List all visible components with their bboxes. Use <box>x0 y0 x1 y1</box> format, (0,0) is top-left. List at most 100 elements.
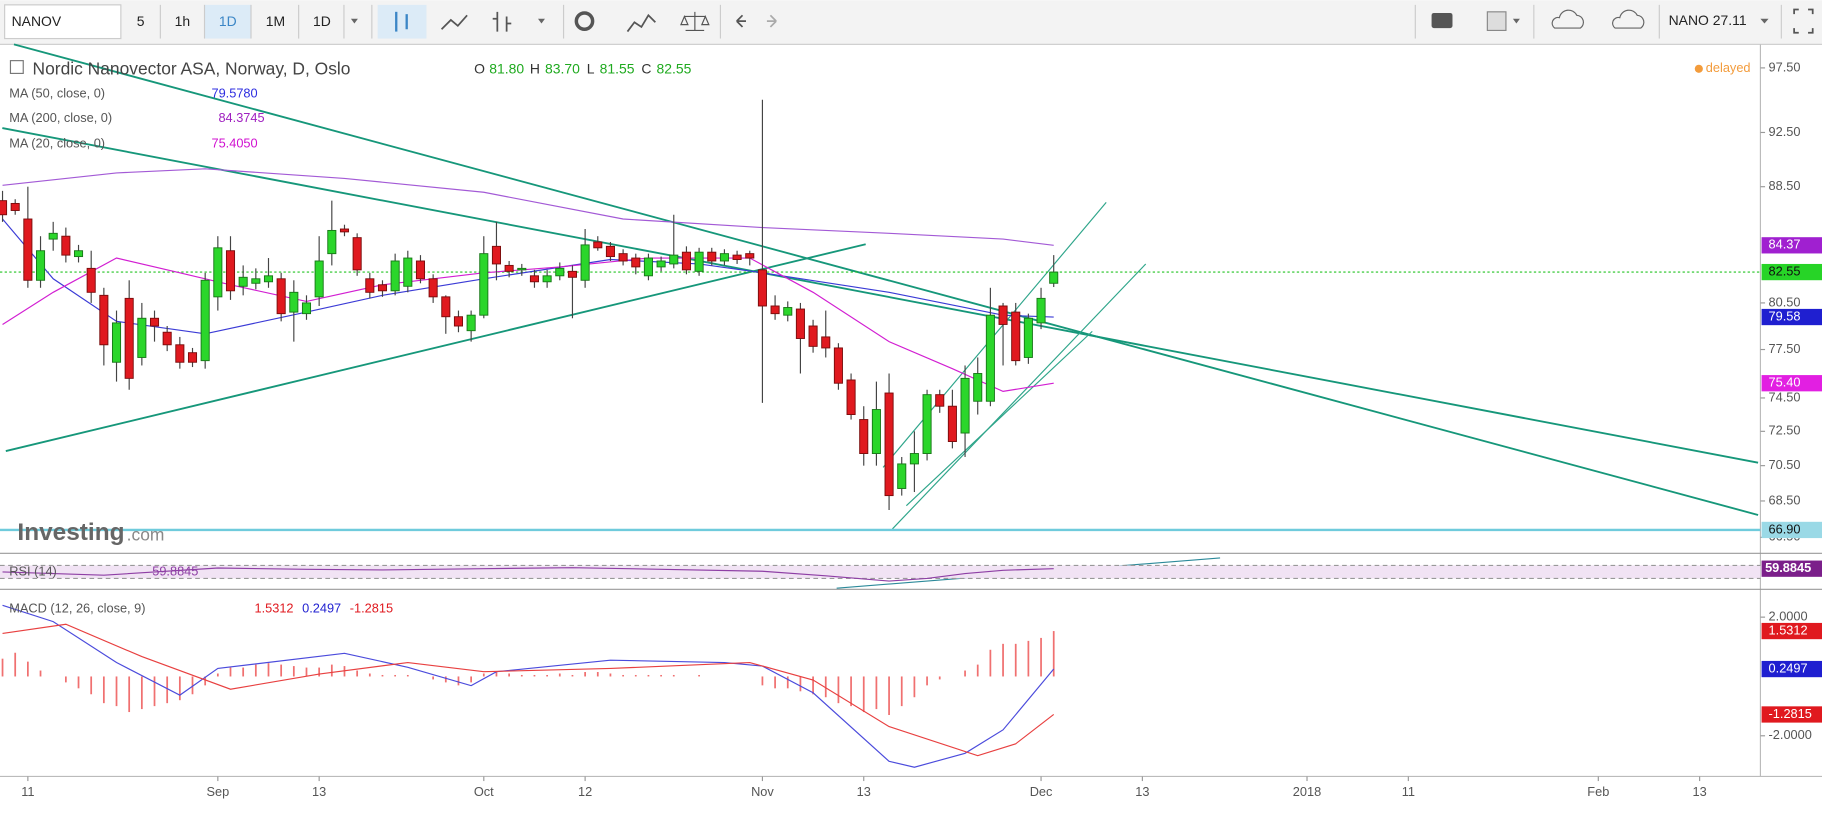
macd-legend-value: 0.2497 <box>302 600 341 615</box>
ohlc-value: 81.55 <box>600 61 635 77</box>
x-tick-label: 13 <box>1135 784 1149 799</box>
dropdown-arrow[interactable] <box>1760 18 1769 24</box>
channel <box>882 202 1147 530</box>
candle-body <box>542 275 552 283</box>
candle-body <box>403 257 413 287</box>
symbol-box[interactable] <box>4 4 122 40</box>
compare-icon[interactable] <box>680 11 710 32</box>
x-tick-label: Oct <box>474 784 494 799</box>
moving-average <box>2 168 1054 246</box>
candle-body <box>213 247 223 298</box>
candle-body <box>390 260 400 292</box>
candle-body <box>897 463 907 489</box>
candle-body <box>453 316 463 327</box>
quote[interactable]: NANO 27.11 <box>1669 12 1747 28</box>
candle-body <box>960 377 970 434</box>
y-tick-label: 68.50 <box>1769 492 1801 507</box>
interval[interactable]: 5 <box>137 13 145 29</box>
price-label-box <box>1761 706 1822 723</box>
dropdown-arrow[interactable] <box>1512 18 1520 24</box>
y-tick-label: -2.0000 <box>1769 727 1812 742</box>
interval[interactable]: 1h <box>175 13 191 29</box>
candle-body <box>833 347 843 384</box>
price-label: 1.5312 <box>1769 622 1808 637</box>
candle-body <box>846 379 856 415</box>
dropdown-arrow[interactable] <box>538 18 545 24</box>
candle-body <box>631 257 641 268</box>
macd-legend: MACD (12, 26, close, 9) <box>9 600 145 615</box>
price-label-box <box>1761 521 1822 539</box>
candle-body <box>656 260 666 268</box>
save-icon[interactable] <box>1612 9 1645 29</box>
candle-body <box>327 229 337 255</box>
candle-body <box>973 373 983 402</box>
trendlines <box>2 43 1759 516</box>
price-label-box <box>1761 237 1822 254</box>
candle-body <box>111 322 122 363</box>
collapse-box[interactable] <box>9 60 24 74</box>
price-label: -1.2815 <box>1769 706 1812 721</box>
candles-button[interactable] <box>377 4 427 39</box>
candle-body <box>86 267 96 293</box>
dropdown-arrow[interactable] <box>350 18 358 24</box>
price-label: 0.2497 <box>1769 660 1808 675</box>
price-label: 66.90 <box>1769 521 1801 536</box>
candle-body <box>48 232 58 240</box>
candle-body <box>441 296 451 318</box>
candle-body <box>162 331 172 346</box>
indicators-icon[interactable] <box>626 13 656 33</box>
candle-body <box>998 305 1008 325</box>
fullscreen-icon[interactable] <box>1793 8 1814 34</box>
candle-body <box>225 250 236 292</box>
load-icon[interactable] <box>1551 9 1585 29</box>
candle-body <box>251 278 261 284</box>
x-tick-label: 13 <box>857 784 871 799</box>
line-icon[interactable] <box>440 14 468 30</box>
ohlc-label: L <box>587 61 595 77</box>
undo-icon[interactable] <box>736 14 746 28</box>
settings-icon[interactable] <box>574 11 595 32</box>
candle-body <box>1011 311 1021 362</box>
candle-body <box>783 307 793 316</box>
candle-body <box>719 253 729 262</box>
interval[interactable]: 1M <box>266 13 285 29</box>
candle-body <box>643 257 653 277</box>
redo-icon[interactable] <box>766 14 777 28</box>
x-tick-label: Feb <box>1587 784 1609 799</box>
candle-body <box>922 394 932 454</box>
candle-body <box>504 264 514 272</box>
layout-icon[interactable] <box>1486 11 1507 32</box>
candle-body <box>276 278 286 315</box>
rsi-label: 59.8845 <box>1765 560 1811 575</box>
candle-body <box>1023 317 1033 358</box>
ma-legend-value: 84.3745 <box>218 110 264 125</box>
candle-body <box>1036 297 1046 324</box>
candle-body <box>175 344 185 363</box>
rsi-band <box>0 565 1761 579</box>
moving-average <box>2 218 1054 335</box>
ohlc-value: 83.70 <box>545 61 580 77</box>
interval[interactable]: 1D <box>219 13 237 29</box>
candle-body <box>61 235 71 256</box>
ohlc-label: C <box>641 61 651 77</box>
snapshot-icon[interactable] <box>1431 12 1453 29</box>
symbol[interactable]: NANOV <box>12 13 62 29</box>
candle-body <box>707 251 717 262</box>
candle-body <box>884 392 894 497</box>
candle-body <box>99 294 109 346</box>
rsi-legend: RSI (14) <box>9 563 57 578</box>
y-tick-label: 88.50 <box>1769 178 1801 193</box>
candle-body <box>985 314 995 402</box>
candle-body <box>517 267 527 271</box>
interval[interactable]: 1D <box>313 13 331 29</box>
candle-body <box>871 409 881 454</box>
price-label: 82.55 <box>1769 263 1801 278</box>
toolbar <box>0 0 1822 45</box>
y-tick-label: 92.50 <box>1769 124 1801 139</box>
ohlc-value: 82.55 <box>657 61 692 77</box>
bars-icon[interactable] <box>492 11 512 32</box>
candle-body <box>377 284 388 292</box>
candle-body <box>124 297 134 379</box>
price-label: 84.37 <box>1769 237 1801 252</box>
plot-layer: 97.50 92.50 88.50 80.50 77.50 74.50 72.50 70.50… <box>0 59 1822 799</box>
